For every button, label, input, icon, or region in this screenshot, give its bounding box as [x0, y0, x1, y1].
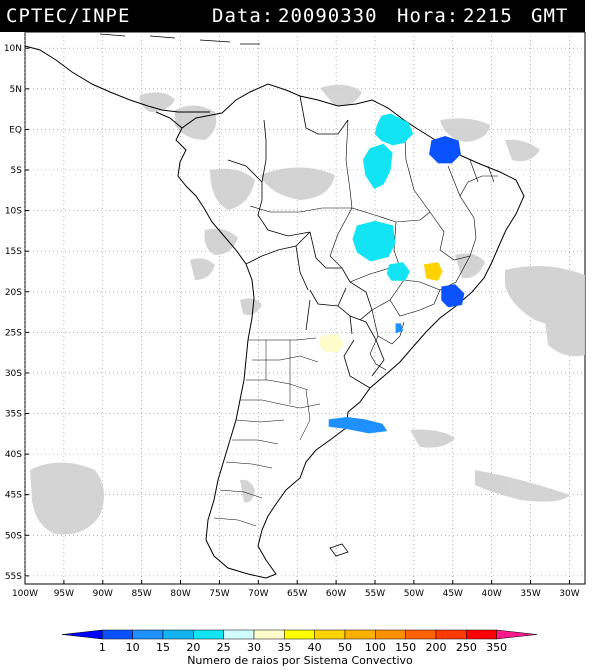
colorbar-cell — [375, 629, 406, 640]
lon-label: 85W — [131, 589, 151, 599]
lon-label: 70W — [248, 589, 268, 599]
storm-cell-chaco — [318, 333, 344, 353]
colorbar-tick-label: 150 — [395, 641, 416, 654]
lat-label: 10S — [5, 207, 22, 217]
colorbar-tick-label: 100 — [365, 641, 386, 654]
lat-label: 35S — [5, 410, 22, 420]
colorbar-ticks: 1 10 15 20 25 30 35 40 50 100 150 200 250 350 — [99, 641, 507, 654]
time-label: Hora: — [397, 5, 460, 27]
argentina-province-borders — [213, 337, 321, 527]
colorbar-cell — [314, 629, 346, 640]
lat-label: 5S — [11, 166, 23, 176]
falkland-islands — [329, 543, 349, 557]
storm-cell-goias — [386, 262, 410, 281]
lon-label: 60W — [326, 589, 346, 599]
colorbar-tick-label: 250 — [456, 641, 477, 654]
date-value: 20090330 — [278, 5, 378, 27]
lon-label: 50W — [404, 589, 424, 599]
lat-label: 5N — [10, 85, 22, 95]
time-value: 2215 — [463, 5, 513, 27]
colorbar-cell — [223, 629, 255, 640]
colorbar-cell — [466, 629, 497, 640]
lat-label: 20S — [5, 288, 22, 298]
lat-label: 25S — [5, 328, 22, 338]
colorbar-max-arrow — [496, 629, 538, 640]
timezone-label: GMT — [531, 5, 569, 27]
storm-cell-maranhao — [429, 135, 461, 164]
storm-cell-buenos-aires — [328, 416, 388, 434]
lat-label: 30S — [5, 369, 22, 379]
colorbar-cell — [344, 629, 376, 640]
latitude-labels: 10N 5N EQ 5S 10S 15S 20S 25S 30S 35S 40S 45S 50S 55S — [4, 44, 22, 582]
lon-label: 30W — [559, 589, 579, 599]
colorbar-cell — [284, 629, 315, 640]
lon-label: 35W — [520, 589, 540, 599]
colorbar-cell — [162, 629, 194, 640]
caribbean-islands — [99, 33, 260, 45]
lightning-map: 10N5NEQ5S10S15S20S25S30S35S40S45S50S55S … — [4, 32, 586, 599]
colorbar-tick-label: 20 — [186, 641, 200, 654]
lat-label: 15S — [5, 247, 22, 257]
map-frame — [24, 32, 586, 585]
storm-cell-parana-dot — [395, 323, 404, 334]
central-america-coast — [24, 45, 210, 129]
title-bar: CPTEC/INPE Data: 20090330 Hora: 2215 GMT — [0, 0, 585, 32]
source-label: CPTEC/INPE — [6, 5, 131, 27]
longitude-labels: 100W 95W 90W 85W 80W 75W 70W 65W 60W 55W 50W 45W 40W… — [12, 589, 580, 599]
storm-cell-mato-grosso — [352, 220, 396, 262]
lon-label: 40W — [481, 589, 501, 599]
lon-label: 100W — [12, 589, 38, 599]
lat-label: 40S — [5, 450, 22, 460]
brazil-state-borders — [249, 119, 498, 371]
colorbar-tick-label: 30 — [247, 641, 261, 654]
colorbar: 1 10 15 20 25 30 35 40 50 100 150 200 250 350 — [61, 629, 538, 654]
lon-label: 55W — [365, 589, 385, 599]
storm-cell-amazon-north — [374, 113, 414, 146]
cloud-cover — [30, 84, 585, 535]
colorbar-tick-label: 200 — [426, 641, 447, 654]
colorbar-cell — [193, 629, 224, 640]
colorbar-tick-label: 50 — [338, 641, 352, 654]
storm-cell-para — [362, 143, 393, 189]
colorbar-cell — [132, 629, 164, 640]
colorbar-tick-label: 15 — [156, 641, 170, 654]
colorbar-tick-label: 40 — [308, 641, 322, 654]
colorbar-tick-label: 350 — [486, 641, 507, 654]
lon-label: 80W — [170, 589, 190, 599]
lat-label: 50S — [5, 531, 22, 541]
lon-label: 45W — [443, 589, 463, 599]
storm-cell-sao-paulo — [441, 284, 465, 308]
colorbar-tick-label: 10 — [126, 641, 140, 654]
colorbar-cell — [102, 629, 133, 640]
colorbar-tick-label: 1 — [99, 641, 106, 654]
lat-label: 45S — [5, 491, 22, 501]
colorbar-caption: Numero de raios por Sistema Convectivo — [187, 654, 413, 667]
storm-cells — [318, 113, 465, 434]
lat-label: 55S — [5, 572, 22, 582]
colorbar-tick-label: 25 — [217, 641, 231, 654]
lon-label: 95W — [54, 589, 74, 599]
date-label: Data: — [212, 5, 275, 27]
colorbar-cell — [405, 629, 437, 640]
lon-label: 65W — [287, 589, 307, 599]
lat-label: 10N — [4, 44, 22, 54]
colorbar-cell — [253, 629, 285, 640]
storm-cell-minas — [423, 262, 443, 281]
colorbar-tick-label: 35 — [277, 641, 291, 654]
lat-label: EQ — [9, 125, 22, 135]
colorbar-cells — [61, 629, 538, 640]
lon-label: 75W — [209, 589, 229, 599]
colorbar-min-arrow — [61, 629, 103, 640]
lon-label: 90W — [93, 589, 113, 599]
colorbar-cell — [435, 629, 467, 640]
